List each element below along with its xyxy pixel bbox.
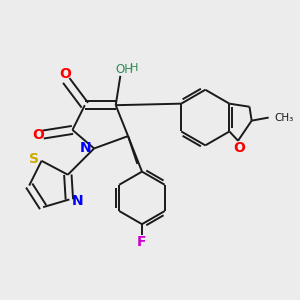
Text: O: O (32, 128, 44, 142)
Text: OH: OH (115, 62, 133, 76)
Text: N: N (72, 194, 84, 208)
Text: CH₃: CH₃ (274, 112, 293, 123)
Text: N: N (80, 142, 91, 155)
Text: H: H (130, 63, 138, 73)
Text: F: F (137, 235, 147, 249)
Text: S: S (29, 152, 39, 166)
Text: O: O (234, 140, 245, 154)
Text: O: O (59, 67, 71, 81)
